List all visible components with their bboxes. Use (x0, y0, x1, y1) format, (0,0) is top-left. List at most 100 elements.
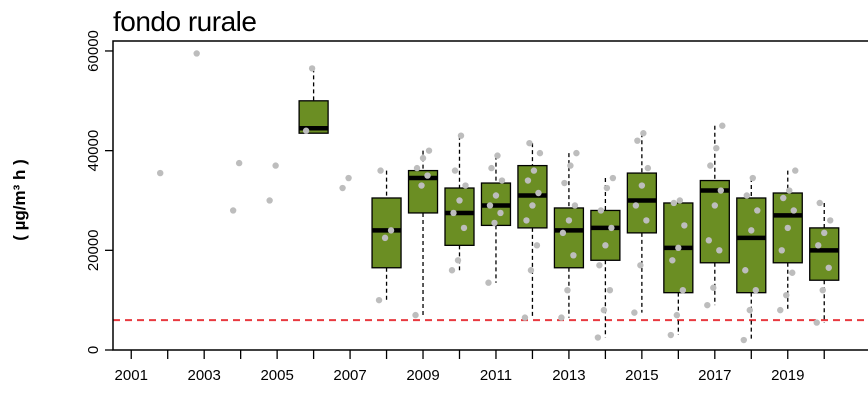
data-point-2016 (681, 222, 688, 229)
box-2018 (736, 197, 767, 294)
data-point-2015 (643, 217, 650, 224)
data-point-2016 (675, 244, 682, 252)
data-point-2013 (567, 162, 574, 169)
data-point-2018 (754, 207, 761, 214)
data-point-2009 (419, 154, 427, 162)
data-point-2014 (597, 207, 605, 214)
data-point-2009 (424, 172, 431, 179)
data-point-2014 (609, 174, 617, 182)
data-point-2002 (157, 169, 164, 177)
data-point-2020 (816, 199, 823, 207)
data-point-2017 (705, 237, 713, 244)
data-point-2012 (524, 177, 532, 184)
data-point-2017 (716, 247, 723, 254)
data-point-2014 (606, 286, 614, 294)
data-point-2005 (272, 162, 279, 169)
data-point-2009 (413, 164, 421, 172)
x-tick-label: 2013 (552, 367, 585, 384)
box-2014 (590, 209, 621, 261)
data-point-2020 (827, 217, 834, 224)
data-point-2019 (780, 194, 787, 202)
x-tick-label: 2011 (480, 367, 512, 384)
y-tick-label: 40000 (85, 130, 102, 172)
data-point-2013 (564, 286, 571, 294)
data-point-2014 (603, 184, 611, 192)
data-point-2011 (485, 279, 492, 286)
data-point-2013 (573, 149, 580, 157)
data-point-2015 (634, 137, 641, 144)
data-point-2005 (266, 197, 273, 204)
data-point-2007 (345, 174, 352, 182)
data-point-2011 (494, 152, 501, 159)
data-point-2018 (743, 192, 750, 199)
data-point-2018 (740, 336, 747, 344)
data-point-2014 (608, 224, 615, 232)
data-point-2010 (456, 197, 463, 204)
data-point-2017 (719, 122, 726, 129)
x-tick-label: 2019 (771, 367, 804, 384)
data-point-2012 (535, 189, 542, 197)
data-point-2020 (825, 264, 832, 271)
data-point-2019 (783, 291, 790, 299)
data-point-2018 (752, 286, 759, 294)
x-tick-label: 2017 (698, 367, 731, 384)
data-point-2019 (786, 187, 793, 194)
data-point-2009 (418, 182, 425, 189)
plot-frame-layer (112, 40, 868, 351)
data-point-2014 (600, 306, 608, 314)
data-point-2015 (632, 202, 640, 209)
data-point-2017 (717, 187, 725, 194)
data-point-2012 (523, 217, 530, 224)
data-point-2018 (746, 306, 753, 314)
data-point-2009 (412, 311, 419, 319)
box-2008 (371, 197, 402, 269)
data-point-2019 (777, 306, 784, 314)
data-point-2013 (571, 202, 579, 209)
data-point-2014 (594, 334, 602, 341)
data-point-2012 (527, 267, 535, 274)
data-point-2017 (710, 284, 717, 291)
data-point-2008 (375, 296, 383, 304)
data-point-2011 (486, 202, 494, 209)
data-point-2019 (790, 207, 797, 214)
data-point-2011 (491, 219, 498, 227)
data-point-2019 (789, 269, 796, 276)
data-point-2013 (570, 252, 577, 259)
axis-layer: 0 20000 40000 60000 2001 2003 2005 2007 2009 2011… (85, 30, 825, 384)
data-point-2007 (339, 184, 346, 192)
data-point-2016 (679, 286, 687, 294)
data-point-2008 (377, 167, 384, 174)
data-point-2017 (711, 202, 719, 209)
data-point-2008 (387, 227, 395, 234)
chart-title: fondo rurale (113, 6, 257, 37)
data-point-2015 (638, 182, 646, 189)
data-point-2006 (308, 65, 316, 72)
x-tick-label: 2001 (115, 367, 148, 384)
data-point-2016 (676, 197, 684, 204)
data-point-2004 (235, 159, 243, 167)
data-point-2010 (450, 209, 457, 217)
data-point-2015 (644, 164, 652, 172)
data-point-2018 (742, 267, 749, 274)
data-point-2006 (302, 127, 310, 134)
data-point-2010 (454, 257, 462, 264)
y-axis-label: ( µg/m³ h ) (10, 159, 29, 241)
data-point-2015 (631, 309, 638, 316)
data-point-2010 (457, 132, 465, 139)
box-2010 (444, 187, 475, 246)
data-point-2019 (792, 167, 799, 174)
data-point-2017 (704, 301, 711, 309)
data-point-2014 (602, 242, 609, 249)
point-layer (157, 50, 834, 344)
data-point-2011 (498, 177, 506, 184)
data-point-2013 (558, 314, 565, 321)
x-tick-label: 2003 (187, 367, 220, 384)
data-point-2010 (448, 267, 456, 274)
x-tick-label: 2015 (625, 367, 658, 384)
data-point-2016 (669, 257, 676, 264)
data-point-2020 (821, 229, 828, 237)
data-point-2012 (521, 314, 529, 321)
data-point-2013 (559, 229, 567, 237)
data-point-2011 (488, 164, 495, 172)
data-point-2016 (667, 331, 675, 339)
